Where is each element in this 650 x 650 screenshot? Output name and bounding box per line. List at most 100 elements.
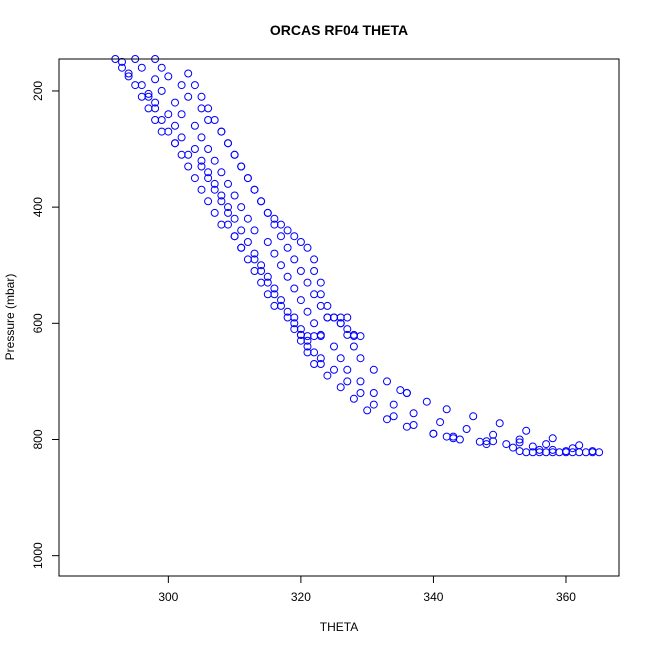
data-point	[316, 360, 325, 368]
data-point	[164, 127, 173, 136]
data-point	[237, 226, 246, 235]
data-point	[197, 162, 206, 171]
data-point	[336, 383, 345, 392]
data-point	[343, 377, 352, 386]
data-point	[369, 400, 378, 409]
data-point	[184, 162, 193, 171]
data-point	[263, 272, 272, 281]
data-point	[250, 249, 259, 258]
data-point	[250, 185, 259, 194]
data-point	[303, 342, 312, 351]
data-point	[310, 319, 319, 328]
data-point	[237, 162, 246, 171]
y-tick-label: 600	[31, 313, 45, 333]
data-point	[402, 389, 411, 397]
data-point	[217, 127, 226, 136]
data-point	[224, 208, 232, 217]
data-point	[356, 377, 365, 386]
data-point	[402, 422, 411, 431]
data-point	[217, 168, 226, 177]
data-point	[349, 394, 358, 403]
data-point	[151, 98, 160, 107]
data-point	[237, 203, 246, 212]
data-point	[263, 238, 272, 246]
data-point	[548, 434, 557, 443]
data-point	[343, 313, 352, 322]
data-point	[296, 238, 305, 246]
data-point	[303, 243, 312, 252]
x-tick-label: 340	[423, 590, 443, 604]
x-axis: 300 320 340 360	[158, 576, 576, 604]
data-point	[343, 325, 352, 334]
data-point	[197, 133, 206, 142]
data-point	[581, 448, 590, 457]
data-point	[144, 89, 153, 98]
plot-points	[111, 55, 604, 457]
data-point	[396, 386, 405, 395]
data-point	[243, 214, 252, 223]
data-point	[257, 197, 266, 206]
data-point	[442, 405, 451, 414]
data-point	[270, 249, 279, 258]
data-point	[330, 365, 338, 374]
data-point	[336, 319, 345, 328]
data-point	[290, 284, 299, 293]
data-point	[217, 197, 226, 206]
x-tick-label: 360	[556, 590, 576, 604]
data-point	[310, 348, 319, 357]
data-point	[330, 342, 338, 351]
data-point	[270, 214, 279, 223]
data-point	[230, 214, 239, 223]
data-point	[356, 332, 365, 341]
data-point	[316, 278, 325, 287]
data-point	[243, 238, 252, 246]
data-point	[270, 284, 279, 293]
data-point	[157, 86, 166, 95]
data-point	[237, 243, 246, 252]
data-point	[283, 272, 292, 281]
data-point	[277, 232, 285, 241]
data-point	[509, 443, 517, 452]
data-point	[217, 191, 226, 200]
data-point	[316, 290, 325, 299]
plot-frame	[58, 58, 620, 577]
data-point	[323, 301, 332, 310]
data-point	[184, 92, 193, 101]
chart-title: ORCAS RF04 THETA	[270, 22, 408, 38]
data-point	[217, 220, 226, 229]
data-point	[151, 104, 160, 113]
data-point	[197, 156, 206, 165]
data-point	[369, 389, 378, 397]
data-point	[277, 296, 285, 305]
data-point	[144, 92, 153, 101]
data-point	[436, 418, 445, 427]
data-point	[243, 174, 252, 183]
data-point	[495, 419, 504, 428]
data-point	[528, 442, 537, 451]
x-tick-label: 300	[158, 590, 178, 604]
data-point	[184, 69, 193, 78]
data-point	[190, 81, 199, 90]
data-point	[197, 92, 206, 101]
data-point	[230, 191, 239, 200]
data-point	[137, 63, 146, 72]
y-tick-label: 400	[31, 197, 45, 217]
data-point	[290, 313, 299, 322]
data-point	[171, 139, 179, 148]
data-point	[224, 179, 232, 188]
data-point	[422, 397, 431, 406]
data-point	[210, 179, 219, 188]
data-point	[449, 432, 458, 441]
data-point	[489, 430, 498, 439]
data-point	[323, 371, 332, 380]
data-point	[502, 440, 511, 449]
data-point	[303, 278, 312, 287]
data-point	[522, 426, 531, 435]
data-point	[515, 438, 524, 447]
data-point	[296, 267, 305, 275]
data-point	[283, 243, 292, 252]
data-point	[257, 261, 266, 270]
data-point	[336, 354, 345, 363]
data-point	[204, 145, 213, 153]
